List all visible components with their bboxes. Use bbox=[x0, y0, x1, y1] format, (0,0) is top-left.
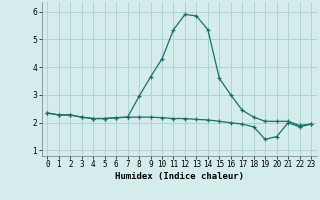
X-axis label: Humidex (Indice chaleur): Humidex (Indice chaleur) bbox=[115, 172, 244, 181]
